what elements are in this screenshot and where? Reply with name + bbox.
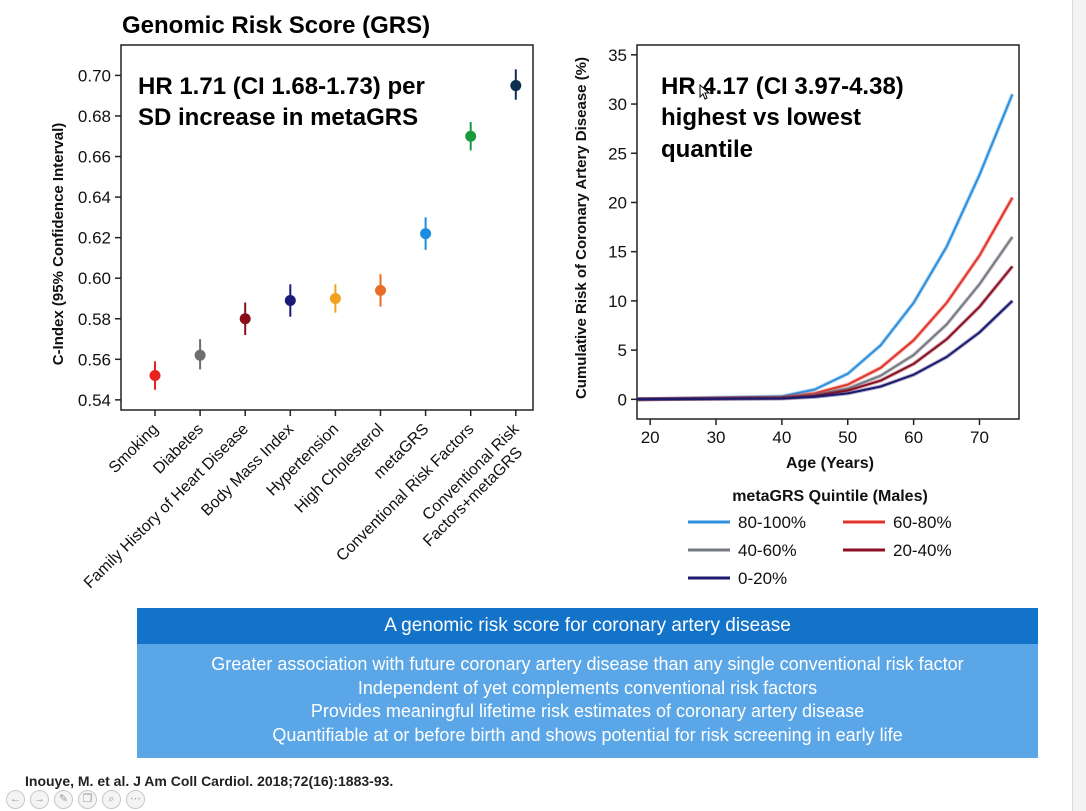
cindex-point bbox=[149, 370, 161, 382]
banner-line: Greater association with future coronary… bbox=[211, 654, 964, 674]
series-line bbox=[636, 236, 1014, 401]
x-tick-label: Family History of Heart Disease bbox=[81, 421, 252, 592]
x-tick-label: 50 bbox=[838, 428, 857, 447]
y-tick-label: 0 bbox=[618, 390, 627, 409]
y-tick-label: 0.62 bbox=[78, 229, 111, 248]
y-tick-label: 10 bbox=[608, 292, 627, 311]
cindex-point bbox=[510, 80, 522, 92]
y-tick-label: 0.54 bbox=[78, 391, 111, 410]
x-tick-label: 70 bbox=[970, 428, 989, 447]
viewer-toolbar: ← → ✎ ❐ ⌕ ⋯ bbox=[0, 790, 145, 809]
more-icon[interactable]: ⋯ bbox=[126, 790, 145, 809]
x-tick-label-line: Family History of Heart Disease bbox=[81, 421, 252, 592]
x-tick-label: 30 bbox=[707, 428, 726, 447]
risk-x-axis-label: Age (Years) bbox=[786, 455, 874, 472]
banner-line: Independent of yet complements conventio… bbox=[357, 677, 818, 698]
legend-label: 0-20% bbox=[738, 569, 787, 588]
y-tick-label: 35 bbox=[608, 46, 627, 65]
mouse-cursor-icon bbox=[699, 84, 711, 100]
cindex-point bbox=[239, 313, 251, 325]
cindex-point bbox=[465, 130, 477, 142]
cindex-point bbox=[375, 284, 386, 296]
cindex-point bbox=[194, 349, 206, 361]
x-tick-label: 60 bbox=[904, 428, 923, 447]
x-tick-label: Conventional RiskFactors+metaGRS bbox=[407, 420, 537, 550]
legend-label: 60-80% bbox=[893, 513, 952, 532]
risk-plot-frame bbox=[636, 44, 1020, 420]
y-tick-label: 0.56 bbox=[78, 350, 111, 369]
y-tick-label: 0.58 bbox=[78, 310, 111, 329]
y-tick-label: 5 bbox=[618, 341, 627, 360]
cindex-annotation-line-2: SD increase in metaGRS bbox=[138, 104, 418, 131]
series-ci-band bbox=[636, 235, 1015, 402]
cindex-point bbox=[329, 292, 341, 304]
cindex-y-axis-label: C-Index (95% Confidence Interval) bbox=[50, 123, 67, 366]
risk-annotation-line-2: highest vs lowest bbox=[661, 104, 861, 131]
y-tick-label: 0.60 bbox=[78, 269, 111, 288]
y-tick-label: 25 bbox=[608, 144, 627, 163]
risk-annotation-line-3: quantile bbox=[661, 136, 753, 163]
forward-icon[interactable]: → bbox=[30, 790, 49, 809]
x-tick-label: 20 bbox=[641, 428, 660, 447]
window-edge-scrollbar[interactable] bbox=[1072, 0, 1086, 811]
citation: Inouye, M. et al. J Am Coll Cardiol. 201… bbox=[25, 773, 394, 789]
cindex-point bbox=[284, 295, 296, 306]
y-tick-label: 0.66 bbox=[78, 148, 111, 167]
series-line bbox=[636, 300, 1014, 401]
banner-body: Greater association with future coronary… bbox=[137, 644, 1038, 758]
y-tick-label: 30 bbox=[608, 95, 627, 114]
copy-icon[interactable]: ❐ bbox=[78, 790, 97, 809]
legend-label: 20-40% bbox=[893, 541, 952, 560]
cumulative-risk-chart: HR 4.17 (CI 3.97-4.38) highest vs lowest… bbox=[573, 44, 1020, 588]
y-tick-label: 0.64 bbox=[78, 188, 111, 207]
legend-title: metaGRS Quintile (Males) bbox=[732, 488, 928, 505]
legend-label: 80-100% bbox=[738, 513, 806, 532]
y-tick-label: 0.70 bbox=[78, 66, 111, 85]
risk-annotation-line-1: HR 4.17 (CI 3.97-4.38) bbox=[661, 73, 904, 100]
series-line bbox=[636, 93, 1014, 401]
x-tick-label: 40 bbox=[772, 428, 791, 447]
edit-icon[interactable]: ✎ bbox=[54, 790, 73, 809]
legend-label: 40-60% bbox=[738, 541, 797, 560]
banner-line: Quantifiable at or before birth and show… bbox=[272, 724, 903, 745]
left-chart-title: Genomic Risk Score (GRS) bbox=[122, 12, 430, 39]
cindex-point bbox=[420, 228, 432, 240]
risk-y-axis-label: Cumulative Risk of Coronary Artery Disea… bbox=[573, 57, 590, 399]
y-tick-label: 0.68 bbox=[78, 107, 111, 126]
back-icon[interactable]: ← bbox=[6, 790, 25, 809]
cindex-chart: HR 1.71 (CI 1.68-1.73) per SD increase i… bbox=[50, 44, 537, 592]
cindex-annotation-line-1: HR 1.71 (CI 1.68-1.73) per bbox=[138, 73, 425, 100]
cindex-plot-frame bbox=[120, 44, 534, 411]
banner-title: A genomic risk score for coronary artery… bbox=[137, 608, 1038, 644]
banner-line: Provides meaningful lifetime risk estima… bbox=[310, 701, 865, 721]
y-tick-label: 15 bbox=[608, 243, 627, 262]
y-tick-label: 20 bbox=[608, 193, 627, 212]
zoom-icon[interactable]: ⌕ bbox=[102, 790, 121, 809]
